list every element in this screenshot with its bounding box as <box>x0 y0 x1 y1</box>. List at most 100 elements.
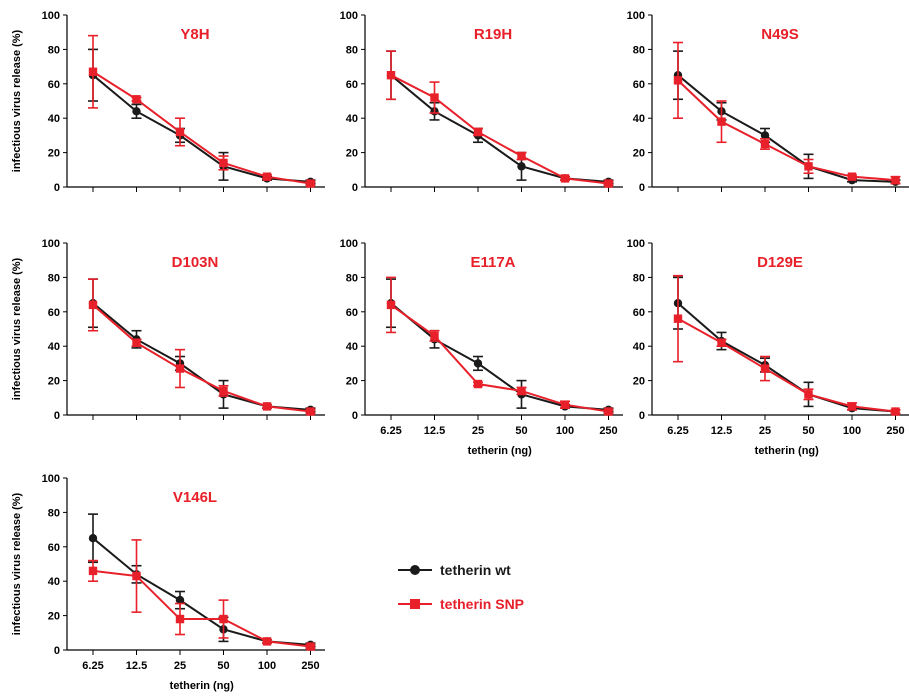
y-tick-label: 0 <box>54 645 60 657</box>
panel-title: R19H <box>474 26 512 43</box>
legend-item-tetherin-wt: tetherin wt <box>398 562 511 578</box>
y-tick-label: 60 <box>346 79 358 91</box>
x-tick-label: 100 <box>258 660 276 672</box>
legend-label: tetherin SNP <box>440 596 524 612</box>
y-tick-label: 40 <box>633 341 645 353</box>
panel-e117a: 0 20 40 60 80 100 6.25 12.5 25 50 100 250 tetherin (… <box>340 238 623 457</box>
x-axis-title: tetherin (ng) <box>755 445 819 457</box>
data-point <box>804 390 813 399</box>
x-tick-label: 250 <box>599 425 617 437</box>
data-point <box>760 131 770 140</box>
data-point <box>604 179 613 188</box>
y-tick-label: 60 <box>48 79 60 91</box>
y-tick-label: 20 <box>48 611 60 623</box>
data-point <box>262 637 272 646</box>
series-tetherin-wt <box>673 276 901 416</box>
data-point <box>306 407 315 416</box>
x-tick-label: 12.5 <box>711 425 732 437</box>
y-tick-label: 20 <box>346 376 358 388</box>
y-tick-label: 100 <box>42 10 60 22</box>
data-point <box>673 314 683 323</box>
data-point <box>306 179 315 188</box>
series-line <box>92 569 311 648</box>
x-tick-label: 12.5 <box>126 660 147 672</box>
y-tick-label: 0 <box>54 410 60 422</box>
data-point <box>717 338 726 347</box>
data-point <box>604 407 613 416</box>
y-tick-label: 60 <box>633 79 645 91</box>
series-line <box>390 302 609 411</box>
data-point <box>847 402 857 411</box>
y-tick-label: 100 <box>627 238 645 250</box>
y-tick-label: 80 <box>48 507 60 519</box>
y-tick-label: 40 <box>48 113 60 125</box>
series-tetherin-snp <box>386 50 614 188</box>
y-tick-label: 80 <box>346 272 358 284</box>
series-tetherin-snp <box>673 41 901 185</box>
data-point <box>262 172 272 181</box>
y-tick-label: 60 <box>633 307 645 319</box>
panel-y8h: 0 20 40 60 80 100 infectious virus release (%)… <box>11 10 325 194</box>
data-point <box>88 566 98 576</box>
data-point <box>88 67 98 76</box>
series-line <box>677 79 896 182</box>
legend-item-tetherin-snp: tetherin SNP <box>398 596 524 612</box>
data-point <box>132 571 141 581</box>
x-tick-label: 25 <box>759 425 771 437</box>
y-tick-label: 40 <box>346 113 358 125</box>
y-tick-label: 20 <box>633 376 645 388</box>
data-point <box>219 614 228 624</box>
data-point <box>847 172 857 181</box>
x-axis-title: tetherin (ng) <box>170 680 234 692</box>
series-tetherin-wt <box>673 50 901 187</box>
y-tick-label: 40 <box>633 113 645 125</box>
y-tick-label: 100 <box>627 10 645 22</box>
data-point <box>430 93 439 102</box>
data-point <box>517 386 526 396</box>
panel-v146l: 0 20 40 60 80 100 6.25 12.5 25 50 100 250 tetherin (… <box>11 473 325 692</box>
x-tick-label: 6.25 <box>667 425 688 437</box>
data-point <box>891 175 900 185</box>
y-tick-label: 60 <box>48 542 60 554</box>
x-axis-title: tetherin (ng) <box>468 445 532 457</box>
x-tick-label: 100 <box>843 425 861 437</box>
y-tick-label: 100 <box>42 238 60 250</box>
series-tetherin-wt <box>386 50 614 187</box>
series-line <box>677 302 896 413</box>
data-point <box>517 151 526 161</box>
x-tick-label: 25 <box>174 660 186 672</box>
data-point <box>386 300 396 310</box>
data-point <box>175 595 185 605</box>
series-line <box>390 304 609 413</box>
data-point <box>473 359 483 368</box>
series-line <box>92 74 311 183</box>
data-point <box>804 162 813 171</box>
data-point <box>473 379 483 389</box>
y-tick-label: 60 <box>346 307 358 319</box>
y-axis-title: infectious virus release (%) <box>11 257 23 400</box>
data-point <box>88 300 98 310</box>
y-tick-label: 80 <box>48 272 60 284</box>
y-tick-label: 0 <box>639 410 645 422</box>
x-tick-label: 100 <box>556 425 574 437</box>
panel-title: V146L <box>173 489 217 506</box>
series-line <box>92 304 311 413</box>
y-tick-label: 0 <box>352 182 358 194</box>
series-tetherin-snp <box>88 34 316 188</box>
series-tetherin-snp <box>88 278 316 416</box>
y-tick-label: 80 <box>633 44 645 56</box>
series-line <box>92 302 311 411</box>
y-tick-label: 80 <box>633 272 645 284</box>
data-point <box>430 331 439 341</box>
series-line <box>390 74 609 185</box>
x-tick-label: 250 <box>886 425 904 437</box>
series-line <box>92 70 311 185</box>
y-tick-label: 0 <box>352 410 358 422</box>
panel-title: D129E <box>757 254 803 271</box>
legend-marker <box>410 565 420 575</box>
panel-title: D103N <box>172 254 219 271</box>
series-tetherin-wt <box>386 278 614 415</box>
x-tick-label: 250 <box>301 660 319 672</box>
y-tick-label: 100 <box>340 10 358 22</box>
